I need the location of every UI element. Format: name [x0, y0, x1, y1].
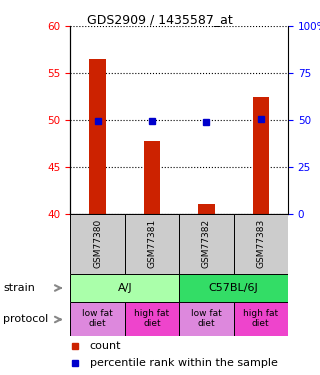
Bar: [253, 97, 269, 214]
Bar: [90, 59, 106, 214]
Bar: [125, 302, 179, 336]
Bar: [125, 214, 179, 274]
Text: protocol: protocol: [3, 315, 48, 324]
Bar: [144, 141, 160, 214]
Bar: [70, 214, 125, 274]
Text: high fat
diet: high fat diet: [243, 309, 278, 328]
Bar: [70, 274, 179, 302]
Text: C57BL/6J: C57BL/6J: [209, 283, 259, 293]
Text: GDS2909 / 1435587_at: GDS2909 / 1435587_at: [87, 13, 233, 26]
Bar: [198, 204, 215, 214]
Text: percentile rank within the sample: percentile rank within the sample: [90, 358, 278, 368]
Text: GSM77381: GSM77381: [148, 219, 156, 268]
Text: GSM77382: GSM77382: [202, 219, 211, 268]
Bar: [179, 302, 234, 336]
Bar: [234, 302, 288, 336]
Text: strain: strain: [3, 283, 35, 293]
Text: low fat
diet: low fat diet: [82, 309, 113, 328]
Bar: [179, 214, 234, 274]
Bar: [70, 302, 125, 336]
Text: low fat
diet: low fat diet: [191, 309, 222, 328]
Bar: [179, 274, 288, 302]
Text: count: count: [90, 341, 121, 351]
Text: high fat
diet: high fat diet: [134, 309, 170, 328]
Text: GSM77383: GSM77383: [256, 219, 265, 268]
Text: GSM77380: GSM77380: [93, 219, 102, 268]
Bar: [234, 214, 288, 274]
Text: A/J: A/J: [117, 283, 132, 293]
